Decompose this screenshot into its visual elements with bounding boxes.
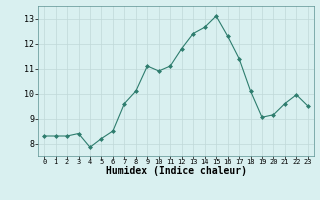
X-axis label: Humidex (Indice chaleur): Humidex (Indice chaleur) [106,166,246,176]
